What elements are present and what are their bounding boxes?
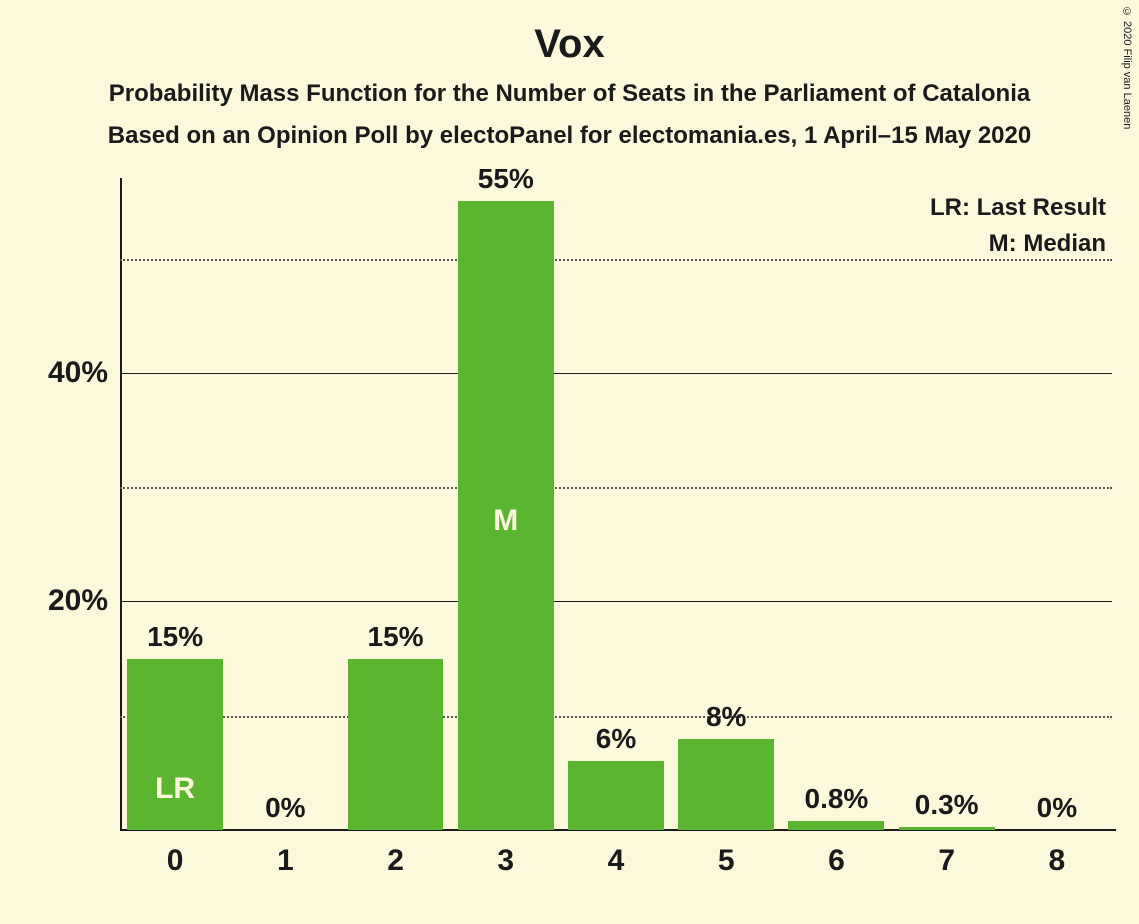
bar: 0.8% [788, 821, 884, 830]
x-tick-label: 3 [497, 830, 514, 878]
gridline-major [120, 373, 1112, 374]
copyright-text: © 2020 Filip van Laenen [1121, 6, 1133, 129]
bar-value-label: 0.8% [805, 783, 869, 821]
chart-plot-area: 20%40% 15%0%15%55%6%8%0.8%0.3%0%LRM 0123… [120, 190, 1112, 830]
legend-lr: LR: Last Result [930, 194, 1106, 222]
bar-value-label: 0.3% [915, 789, 979, 827]
x-tick-label: 0 [167, 830, 184, 878]
chart-title: Vox [0, 22, 1139, 67]
bar-value-label: 0% [265, 792, 305, 830]
bar-value-label: 6% [596, 723, 636, 761]
x-tick-label: 2 [387, 830, 404, 878]
x-tick-label: 6 [828, 830, 845, 878]
bar-value-label: 15% [147, 621, 203, 659]
y-tick-label: 40% [48, 356, 120, 390]
legend: LR: Last Result M: Median [930, 194, 1106, 258]
chart-subtitle-2: Based on an Opinion Poll by electoPanel … [0, 122, 1139, 150]
y-tick-label: 20% [48, 584, 120, 618]
gridline-minor [120, 487, 1112, 489]
y-axis [120, 178, 122, 830]
bar: 6% [568, 761, 664, 830]
bar-value-label: 55% [478, 163, 534, 201]
bar-inner-label: LR [155, 772, 195, 806]
x-tick-label: 7 [938, 830, 955, 878]
x-tick-label: 4 [608, 830, 625, 878]
gridline-minor [120, 716, 1112, 718]
bar: 8% [678, 739, 774, 830]
x-tick-label: 1 [277, 830, 294, 878]
bar-value-label: 15% [368, 621, 424, 659]
legend-m: M: Median [930, 230, 1106, 258]
bar-value-label: 8% [706, 701, 746, 739]
bar: 15% [348, 659, 444, 830]
x-tick-label: 5 [718, 830, 735, 878]
bar-value-label: 0% [1037, 792, 1077, 830]
bar-inner-label: M [493, 504, 518, 538]
x-tick-label: 8 [1049, 830, 1066, 878]
gridline-major [120, 601, 1112, 602]
gridline-minor [120, 259, 1112, 261]
chart-subtitle-1: Probability Mass Function for the Number… [0, 80, 1139, 108]
